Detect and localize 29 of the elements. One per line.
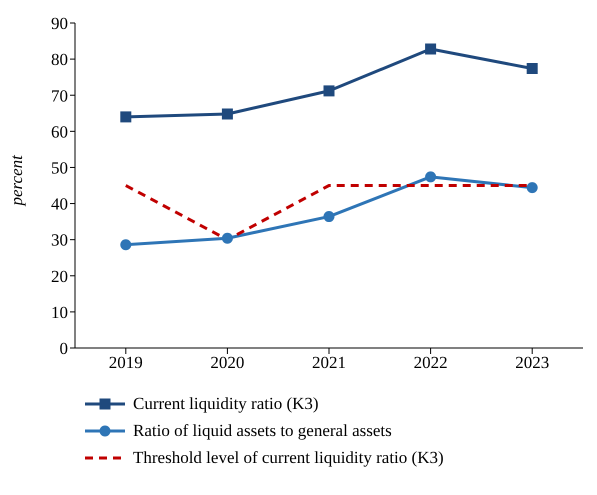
- point: [526, 182, 538, 194]
- point: [425, 171, 436, 182]
- y-axis-title: percent: [7, 154, 26, 206]
- y-tick-label: 80: [51, 50, 68, 70]
- y-tick-label: 70: [51, 86, 68, 106]
- y-tick-label: 20: [51, 266, 68, 286]
- legend-label: Current liquidity ratio (K3): [133, 394, 319, 414]
- point: [222, 232, 233, 244]
- y-tick-label: 0: [60, 339, 68, 358]
- point: [324, 211, 334, 222]
- y-tick-label: 90: [51, 14, 68, 34]
- point: [222, 108, 233, 120]
- x-tick-label: 2021: [312, 353, 346, 372]
- point: [120, 239, 132, 250]
- y-tick-label: 30: [51, 230, 68, 250]
- x-tick-label: 2019: [108, 353, 143, 372]
- x-tick-label: 2022: [414, 353, 448, 372]
- y-tick-label: 40: [51, 194, 68, 214]
- y-tick-label: 60: [51, 122, 68, 142]
- x-tick-label: 2020: [210, 353, 244, 372]
- point: [324, 85, 334, 96]
- point: [120, 111, 132, 122]
- legend-label: Threshold level of current liquidity ratio (K3): [133, 448, 444, 468]
- y-tick-label: 50: [51, 158, 68, 178]
- point: [425, 44, 436, 54]
- legend-label: Ratio of liquid assets to general assets: [133, 420, 392, 440]
- x-tick-label: 2023: [515, 353, 550, 372]
- point: [526, 63, 538, 74]
- y-tick-label: 10: [51, 302, 68, 322]
